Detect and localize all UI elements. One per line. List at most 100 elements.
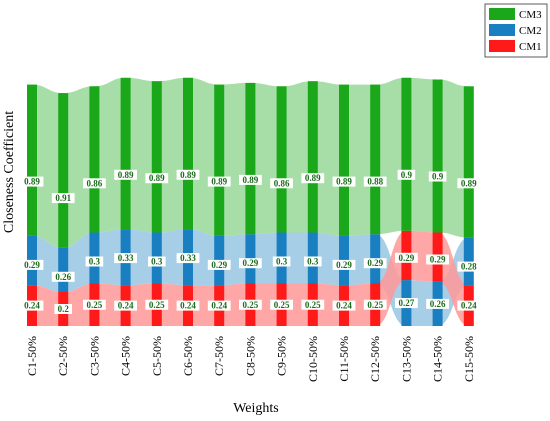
data-label-bg-cm2-14	[426, 298, 449, 309]
bar-cm3-c15-50	[463, 86, 474, 238]
flow-band-cm1-11	[344, 283, 376, 326]
flow-band-cm1-13	[406, 230, 438, 282]
flow-bands	[32, 77, 469, 326]
data-label-cm2-15: 0.28	[461, 262, 477, 272]
flow-band-cm3-13	[406, 77, 438, 233]
flow-band-cm2-3	[94, 229, 126, 286]
flow-band-cm2-7	[219, 234, 251, 286]
data-label-cm1-13: 0.29	[399, 253, 415, 263]
flow-band-cm2-4	[125, 229, 157, 286]
data-label-bg-cm2-10	[304, 256, 322, 267]
x-tick-labels: C1-50% C2-50% C3-50% C4-50% C5-50% C6-50% C7-5…	[25, 336, 476, 382]
bar-cm3-c6-50	[183, 77, 193, 230]
data-label-cm2-12: 0.29	[367, 258, 383, 268]
flow-band-cm1-2	[63, 283, 95, 326]
data-label-cm3-15: 0.89	[461, 178, 477, 188]
data-label-bg-cm1-5	[145, 299, 169, 310]
flow-band-cm3-6	[188, 77, 220, 236]
data-label-cm1-3: 0.25	[87, 300, 103, 310]
bar-cm3-c1-50	[27, 84, 37, 236]
data-label-bg-cm1-10	[301, 299, 325, 310]
bar-cm3-c11-50	[339, 84, 349, 236]
flow-band-cm3-9	[281, 81, 313, 233]
data-label-cm1-11: 0.24	[336, 301, 352, 311]
data-label-cm3-12: 0.88	[367, 177, 383, 187]
flow-band-cm1-10	[312, 283, 344, 326]
bar-cm3-c4-50	[120, 77, 131, 230]
flow-band-cm2-9	[281, 232, 313, 284]
data-label-cm2-1: 0.29	[24, 260, 40, 270]
data-label-cm1-12: 0.25	[367, 300, 383, 310]
x-tick-label: C1-50%	[25, 336, 39, 376]
y-axis-title: Closeness Coefficient	[2, 111, 17, 233]
flow-band-cm1-3	[94, 283, 126, 326]
data-label-cm2-3: 0.3	[89, 257, 101, 267]
data-label-cm3-1: 0.89	[24, 177, 40, 187]
data-label-cm3-5: 0.89	[149, 173, 165, 183]
data-label-bg-cm1-11	[332, 300, 356, 311]
flow-band-cm2-13	[406, 280, 438, 326]
bar-cm3-c8-50	[245, 82, 256, 235]
data-label-bg-cm2-6	[176, 253, 200, 264]
data-label-cm2-14: 0.26	[430, 299, 446, 309]
flow-band-cm3-11	[344, 84, 376, 236]
data-label-bg-cm3-15	[457, 178, 481, 189]
legend-swatch-cm3	[489, 8, 515, 20]
x-tick-label: C7-50%	[212, 336, 226, 376]
bar-cm3-c2-50	[58, 93, 69, 248]
data-label-cm3-4: 0.89	[118, 170, 134, 180]
data-label-bg-cm3-13	[397, 169, 416, 180]
bar-cm3-c14-50	[432, 79, 443, 233]
legend-label-cm2: CM2	[519, 25, 542, 37]
data-label-cm1-7: 0.24	[211, 301, 227, 311]
data-label-bg-cm3-6	[176, 169, 200, 180]
data-label-cm2-8: 0.29	[243, 258, 259, 268]
x-tick-label: C3-50%	[87, 336, 101, 376]
data-label-bg-cm2-12	[363, 258, 387, 269]
flow-band-cm3-2	[63, 86, 95, 248]
flow-band-cm3-7	[219, 82, 251, 236]
data-label-bg-cm3-14	[428, 171, 447, 182]
data-label-cm1-14: 0.29	[430, 255, 446, 265]
flow-band-cm3-12	[375, 77, 407, 235]
data-label-cm2-5: 0.3	[151, 257, 163, 267]
legend: CM3 CM2 CM1	[484, 3, 548, 58]
flow-band-cm1-7	[219, 283, 251, 326]
data-label-cm3-3: 0.86	[87, 178, 103, 188]
data-label-bg-cm2-13	[395, 298, 418, 309]
data-label-bg-cm3-9	[270, 178, 293, 189]
x-axis-title: Weights	[233, 401, 279, 416]
data-label-bg-cm1-1	[20, 300, 44, 311]
data-label-bg-cm3-10	[301, 173, 325, 184]
data-label-bg-cm3-1	[20, 176, 44, 187]
data-label-cm1-8: 0.25	[243, 300, 259, 310]
flow-band-cm2-5	[156, 229, 188, 286]
data-label-bg-cm3-12	[363, 176, 387, 187]
data-label-cm2-10: 0.3	[307, 257, 319, 267]
flow-band-cm2-11	[344, 234, 376, 286]
data-label-bg-cm2-11	[332, 259, 356, 270]
flow-band-cm1-4	[125, 283, 157, 326]
flow-band-cm1-6	[188, 285, 220, 326]
x-tick-label: C13-50%	[399, 336, 413, 382]
data-label-bg-cm1-14	[426, 254, 449, 265]
flow-band-cm3-8	[250, 82, 282, 235]
flow-band-cm1-5	[156, 283, 188, 326]
flow-band-cm3-3	[94, 77, 126, 233]
data-label-cm2-4: 0.33	[118, 253, 134, 263]
flow-band-cm1-9	[281, 283, 313, 326]
data-label-bg-cm2-7	[207, 259, 231, 270]
x-tick-label: C5-50%	[150, 336, 164, 376]
data-label-cm2-6: 0.33	[180, 253, 196, 263]
x-tick-label: C4-50%	[119, 336, 133, 376]
data-label-bg-cm2-9	[272, 256, 291, 267]
data-label-cm2-13: 0.27	[399, 298, 415, 308]
data-label-cm3-8: 0.89	[243, 175, 259, 185]
bar-cm3-c10-50	[307, 81, 318, 233]
x-tick-label: C11-50%	[337, 336, 351, 382]
flow-band-cm3-1	[32, 84, 64, 248]
data-label-cm3-11: 0.89	[336, 177, 352, 187]
x-tick-label: C6-50%	[181, 336, 195, 376]
bar-cm3-c7-50	[214, 84, 225, 236]
